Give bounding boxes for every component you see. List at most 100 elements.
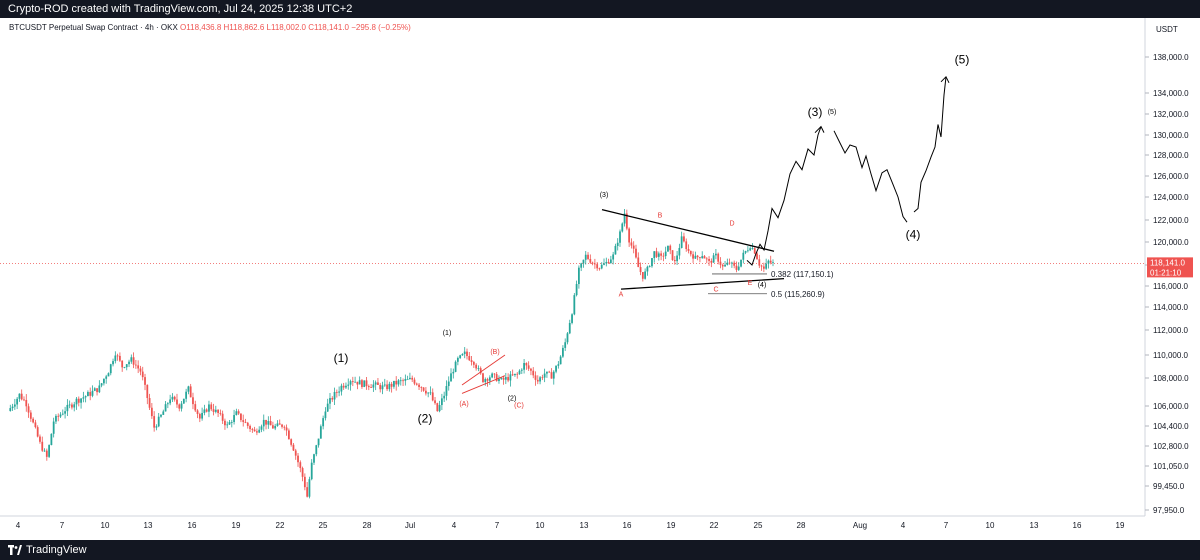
candle-body	[208, 404, 210, 412]
candle-body	[621, 223, 624, 232]
x-tick-label: 10	[986, 521, 995, 530]
wave-label: (1)	[443, 330, 452, 337]
x-tick-label: 4	[901, 521, 906, 530]
candle-body	[381, 385, 384, 390]
candle-body	[520, 369, 523, 371]
candle-body	[530, 368, 532, 371]
x-tick-label: 16	[623, 521, 632, 530]
candle-body	[701, 256, 704, 259]
price-chart[interactable]: 97,950.0 99,450.0 101,050.0 102,800.0 104,40…	[0, 18, 1200, 540]
candle-body	[653, 251, 656, 259]
candle-body	[543, 373, 546, 378]
y-tick-label: 128,000.0	[1153, 151, 1189, 160]
candle-body	[420, 386, 423, 388]
footer-bar: TradingView	[0, 540, 1200, 560]
candle-body	[260, 426, 263, 430]
candle-body	[685, 241, 688, 250]
candle-body	[562, 347, 564, 357]
x-tick-label: 7	[495, 521, 500, 530]
candle-body	[150, 407, 153, 417]
candle-body	[614, 245, 617, 255]
x-tick-label: 4	[452, 521, 457, 530]
wave-label: (3)	[808, 105, 823, 119]
candle-body	[735, 265, 738, 270]
candle-body	[648, 266, 651, 268]
candle-body	[461, 353, 464, 356]
candle-body	[198, 413, 201, 419]
y-tick-label: 114,000.0	[1153, 303, 1189, 312]
candle-body	[740, 259, 742, 267]
candle-body	[546, 371, 548, 374]
candle-body	[265, 419, 267, 425]
candle-body	[333, 391, 336, 400]
candle-body	[34, 422, 37, 428]
candle-body	[107, 373, 110, 377]
candle-body	[555, 365, 557, 372]
candle-body	[137, 365, 140, 369]
candle-body	[347, 384, 350, 386]
candle-body	[493, 373, 496, 375]
candle-body	[472, 361, 475, 365]
candle-body	[212, 409, 215, 412]
candle-body	[516, 373, 519, 375]
candle-body	[575, 284, 578, 296]
candle-body	[388, 383, 391, 390]
candle-body	[769, 260, 772, 263]
candle-body	[292, 444, 295, 451]
candle-body	[612, 254, 615, 260]
candle-body	[584, 254, 587, 260]
projection-path-wave5	[913, 76, 947, 213]
candle-body	[324, 411, 327, 419]
candle-body	[103, 378, 105, 384]
candle-body	[580, 263, 583, 268]
candle-body	[169, 399, 172, 404]
candle-body	[132, 357, 135, 365]
triangle-upper-line	[601, 209, 775, 252]
candle-body	[532, 370, 535, 376]
candle-body	[536, 379, 539, 382]
candle-body	[552, 371, 555, 379]
candle-body	[566, 333, 569, 343]
candle-body	[299, 462, 302, 469]
candle-body	[217, 409, 219, 413]
candle-body	[224, 420, 226, 426]
candle-body	[205, 409, 208, 412]
candle-body	[625, 213, 628, 229]
candle-body	[274, 425, 277, 429]
candle-body	[438, 405, 441, 412]
candle-body	[271, 425, 274, 429]
candle-body	[123, 367, 126, 368]
candle-body	[669, 245, 672, 251]
candle-body	[118, 355, 121, 361]
symbol-name[interactable]: BTCUSDT Perpetual Swap Contract · 4h · O…	[9, 23, 178, 32]
candle-body	[45, 450, 48, 457]
low-value: L118,002.0	[266, 23, 306, 32]
x-tick-label: 7	[60, 521, 65, 530]
candle-body	[146, 384, 149, 399]
candle-body	[148, 398, 151, 408]
candle-body	[680, 236, 683, 248]
candle-body	[290, 439, 293, 445]
candle-body	[29, 412, 32, 419]
candle-body	[623, 213, 626, 224]
candle-body	[164, 404, 167, 412]
candle-body	[43, 450, 46, 452]
candle-body	[534, 375, 537, 380]
candle-body	[415, 383, 418, 385]
candle-body	[632, 245, 635, 249]
candle-body	[116, 355, 119, 357]
candle-body	[507, 377, 510, 381]
candle-body	[715, 253, 717, 256]
tradingview-logo-icon	[8, 545, 22, 555]
candle-body	[112, 361, 114, 365]
x-tick-label: 28	[363, 521, 372, 530]
candle-body	[276, 423, 279, 426]
candle-body	[386, 384, 388, 390]
x-tick-label: 25	[754, 521, 763, 530]
candle-body	[18, 393, 21, 399]
candle-body	[721, 264, 724, 267]
candle-body	[762, 266, 765, 269]
candle-body	[141, 371, 144, 378]
x-tick-label: 19	[667, 521, 676, 530]
candle-body	[463, 351, 466, 354]
